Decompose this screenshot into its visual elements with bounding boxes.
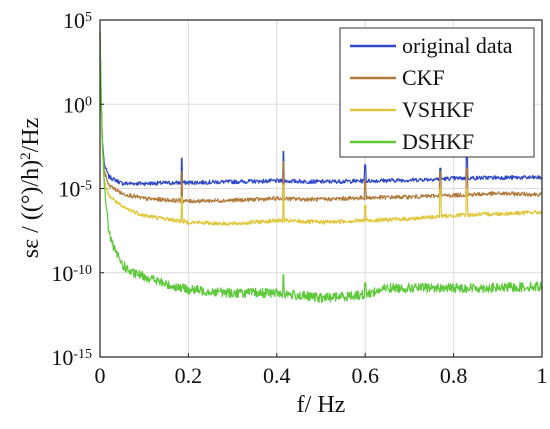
series-line-vshkf [99,31,543,227]
series-line-dshkf [99,36,543,303]
y-axis-label: sε / ((°)/h)2/Hz [18,118,44,258]
y-tick-label: 10-15 [51,345,92,370]
x-tick-label: 0.8 [440,363,468,388]
legend-label: DSHKF [402,129,474,154]
series-layer [99,31,543,303]
x-ticks: 0 0.2 0.4 0.6 0.8 1 [95,353,548,388]
x-tick-label: 0.2 [175,363,203,388]
y-tick-label: 100 [63,92,92,117]
x-axis-label: f/ Hz [297,392,346,418]
y-axis-label-sup: 2 [18,152,34,160]
x-tick-label: 0.6 [351,363,379,388]
x-tick-label: 0 [95,363,106,388]
y-ticks: 105 100 10-5 10-10 10-15 [51,8,104,370]
legend-box [339,27,535,158]
y-tick-label: 105 [63,8,92,33]
y-tick-label: 10-5 [58,177,92,202]
y-tick-label: 10-10 [51,261,92,286]
series-line-ckf [99,31,543,204]
legend-label: original data [402,33,513,58]
y-axis-label-prefix: sε / ((°)/h) [18,160,44,258]
legend-label: VSHKF [402,97,474,122]
y-axis-label-suffix: /Hz [18,118,44,153]
legend-label: CKF [402,65,445,90]
legend: original data CKF VSHKF DSHKF [339,27,535,158]
x-tick-label: 0.4 [263,363,291,388]
x-tick-label: 1 [537,363,548,388]
series-line-original-data [99,31,543,187]
